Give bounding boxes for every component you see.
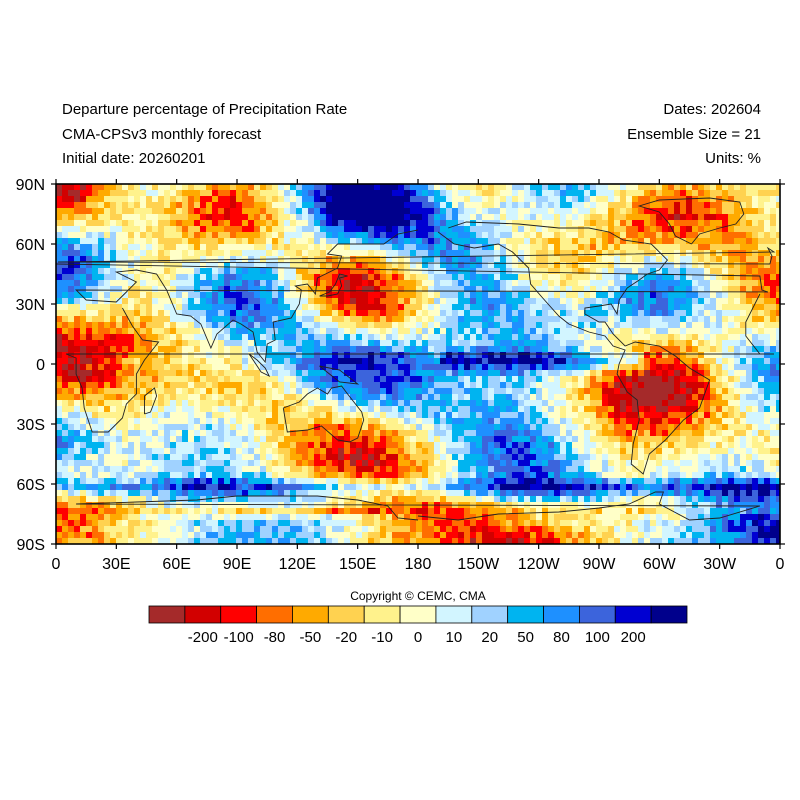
colorbar-swatch	[184, 605, 222, 624]
lon-tick-label: 30W	[703, 556, 737, 573]
colorbar-swatch	[363, 605, 401, 624]
colorbar-swatch	[543, 605, 580, 624]
lat-tick-label: 90N	[16, 177, 45, 194]
lon-tick-label: 30E	[102, 556, 130, 573]
colorbar-label: -80	[264, 629, 286, 646]
colorbar-label: -20	[335, 629, 357, 646]
colorbar-label: 10	[446, 629, 463, 646]
lon-tick-label: 90W	[583, 556, 617, 573]
copyright-text: Copyright © CEMC, CMA	[350, 589, 486, 603]
colorbar-swatch	[650, 605, 688, 624]
lat-tick-label: 0	[36, 357, 45, 374]
lat-tick-label: 60N	[16, 237, 45, 254]
colorbar	[148, 605, 688, 624]
lon-tick-label: 60W	[643, 556, 677, 573]
lon-tick-label: 0	[776, 556, 785, 573]
ensemble-size-label: Ensemble Size = 21	[627, 126, 761, 143]
colorbar-swatch	[435, 605, 473, 624]
lon-tick-label: 180	[405, 556, 432, 573]
lon-tick-label: 150E	[339, 556, 376, 573]
colorbar-label: 0	[414, 629, 422, 646]
coastlines	[56, 197, 776, 521]
colorbar-label: 200	[621, 629, 646, 646]
colorbar-label: 50	[517, 629, 534, 646]
lon-tick-label: 0	[52, 556, 61, 573]
initial-date-label: Initial date: 20260201	[62, 150, 206, 167]
colorbar-swatch	[220, 605, 258, 624]
colorbar-label: -50	[300, 629, 322, 646]
colorbar-swatch	[614, 605, 652, 624]
lon-tick-label: 120W	[518, 556, 561, 573]
dates-label: Dates: 202604	[663, 101, 761, 118]
units-label: Units: %	[705, 150, 761, 167]
colorbar-swatch	[256, 605, 293, 624]
colorbar-labels: -200 -100 -80 -50 -20 -10 0 10 20 50 80 100 200	[188, 629, 646, 646]
colorbar-swatch	[399, 605, 437, 624]
lon-tick-label: 90E	[223, 556, 251, 573]
axis-ticks	[51, 179, 785, 549]
colorbar-label: -200	[188, 629, 218, 646]
colorbar-swatch	[148, 605, 186, 624]
colorbar-label: 20	[481, 629, 498, 646]
lon-tick-label: 150W	[457, 556, 500, 573]
colorbar-label: 80	[553, 629, 570, 646]
colorbar-label: -100	[224, 629, 254, 646]
colorbar-swatch	[471, 605, 509, 624]
lon-tick-label: 60E	[162, 556, 190, 573]
lat-tick-label: 30N	[16, 297, 45, 314]
lat-tick-label: 30S	[17, 417, 45, 434]
colorbar-label: 100	[585, 629, 610, 646]
longitude-labels: 0 30E 60E 90E 120E 150E 180 150W 120W 90W 60W 30W 0	[52, 556, 785, 573]
colorbar-swatch	[327, 605, 365, 624]
colorbar-swatch	[292, 605, 329, 624]
anomaly-field	[56, 184, 780, 544]
chart-title: Departure percentage of Precipitation Ra…	[62, 101, 348, 118]
latitude-labels: 90N 60N 30N 0 30S 60S 90S	[16, 177, 45, 554]
colorbar-label: -10	[371, 629, 393, 646]
model-label: CMA-CPSv3 monthly forecast	[62, 126, 262, 143]
lat-tick-label: 60S	[17, 477, 45, 494]
lat-tick-label: 90S	[17, 537, 45, 554]
lon-tick-label: 120E	[279, 556, 316, 573]
colorbar-swatch	[579, 605, 616, 624]
colorbar-swatch	[507, 605, 544, 624]
